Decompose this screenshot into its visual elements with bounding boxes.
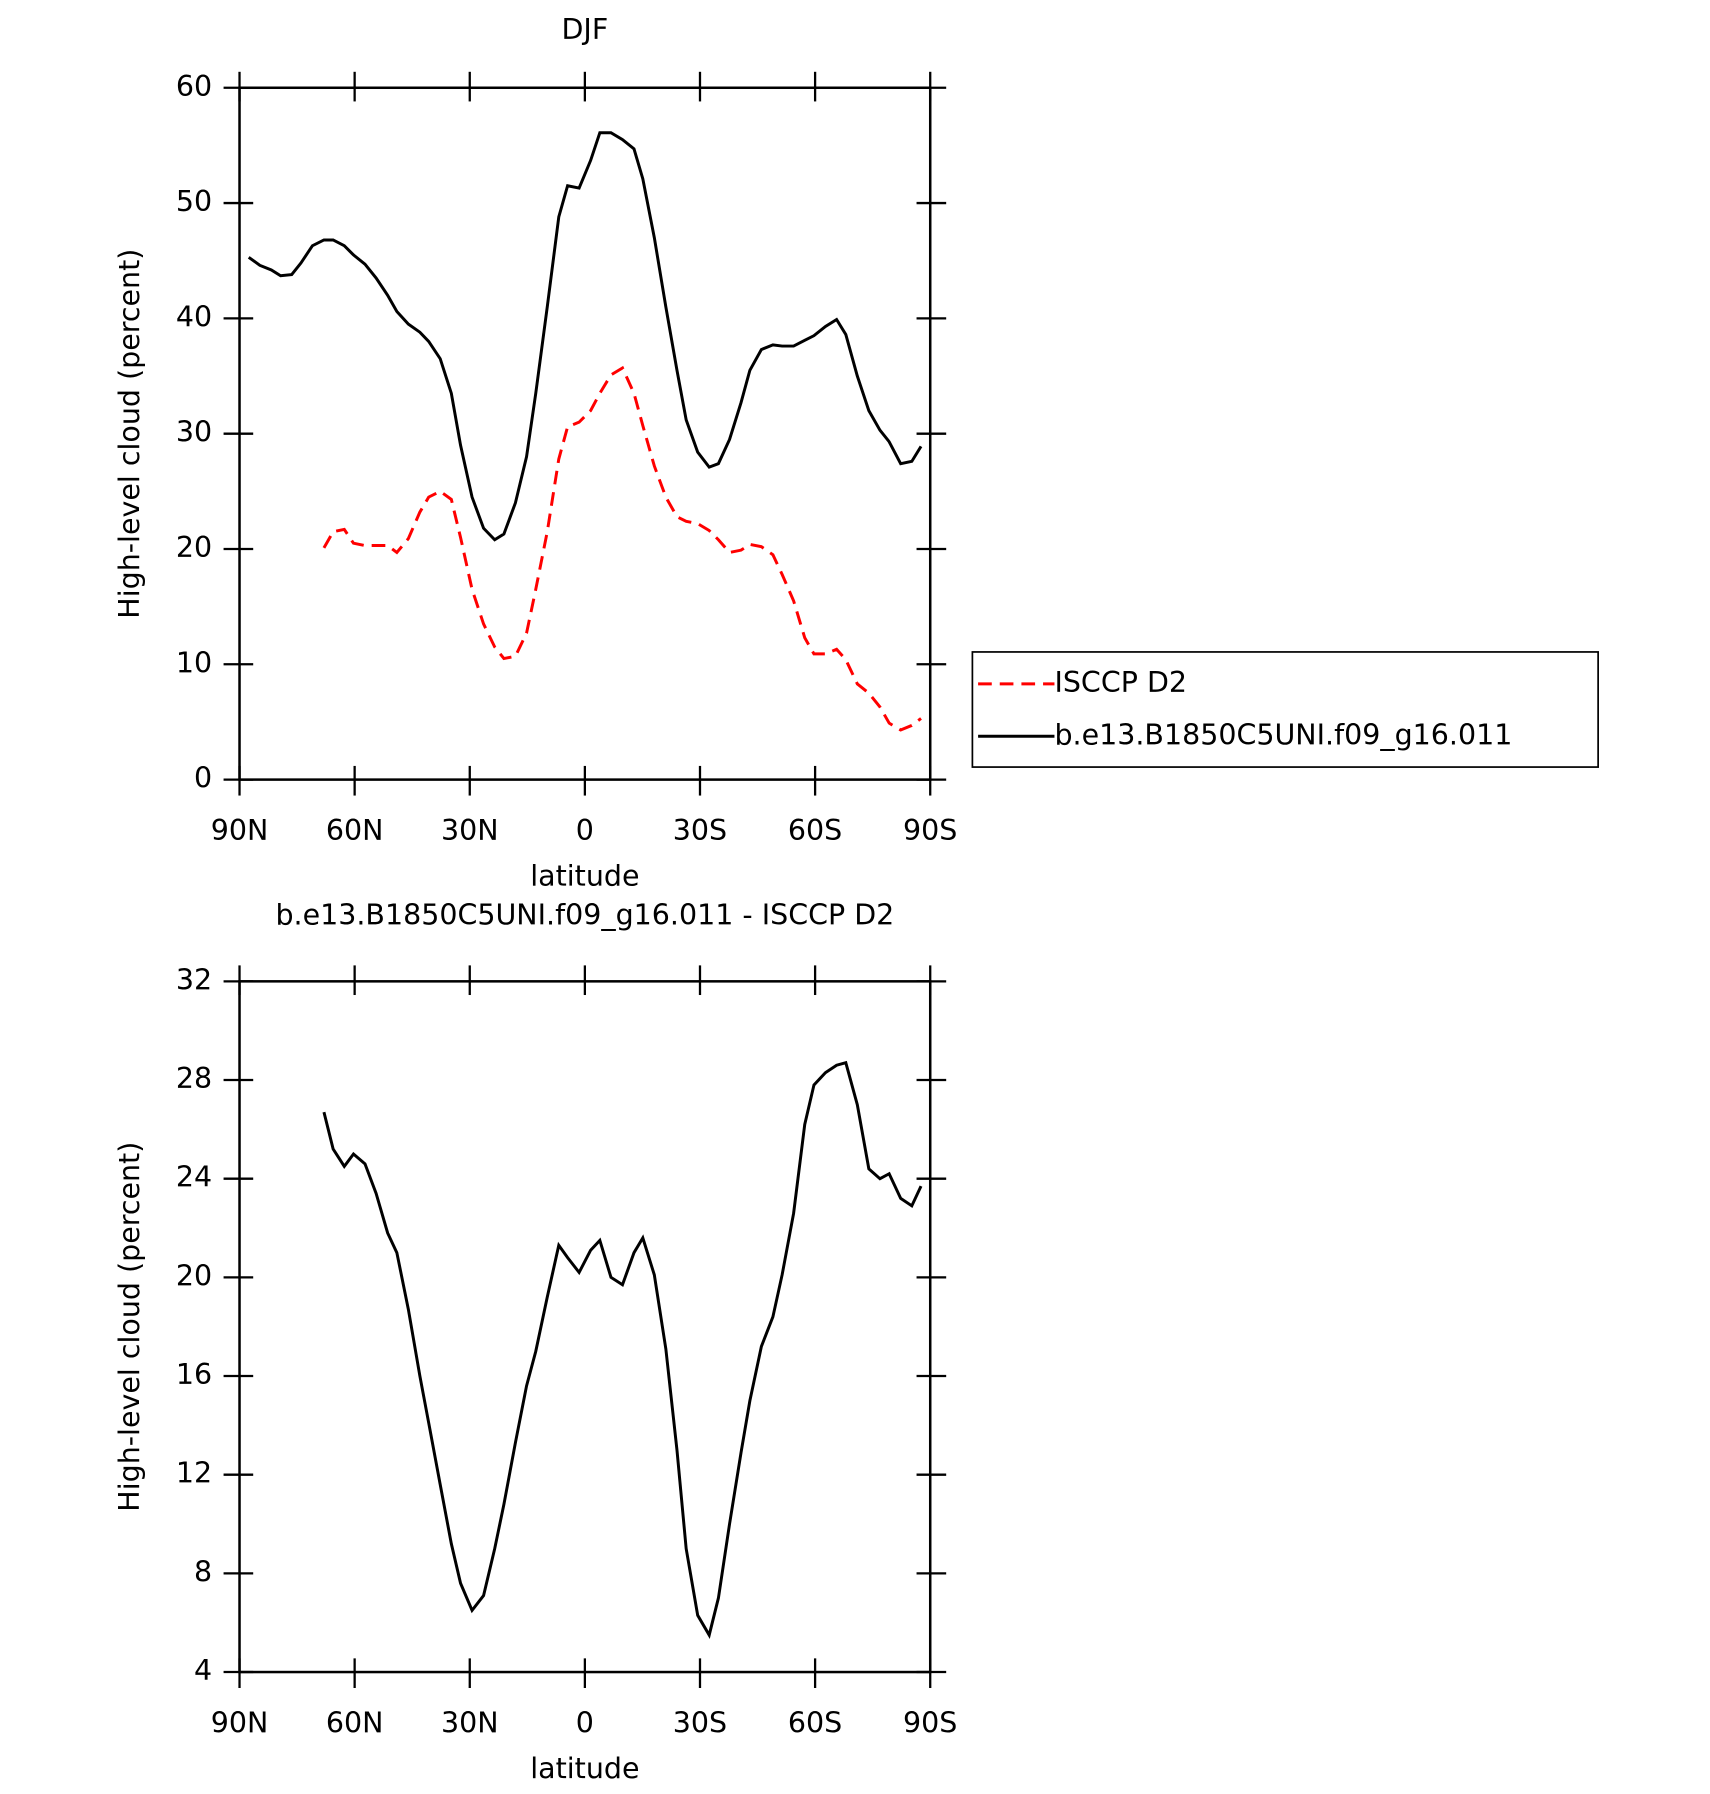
y-tick-label: 16: [176, 1358, 212, 1391]
x-tick-label: 60S: [788, 814, 842, 847]
y-axis-label: High-level cloud (percent): [113, 249, 146, 619]
x-tick-label: 30S: [673, 1706, 727, 1739]
y-tick-label: 30: [176, 416, 212, 449]
x-tick-label: 90N: [211, 814, 269, 847]
legend-box: [971, 651, 1599, 768]
chart-title: DJF: [562, 13, 609, 46]
x-tick-label: 30N: [441, 1706, 499, 1739]
y-tick-label: 50: [176, 185, 212, 218]
y-tick-label: 32: [176, 963, 212, 996]
legend-label: b.e13.B1850C5UNI.f09_g16.011: [1054, 718, 1512, 751]
x-tick-label: 60N: [326, 1706, 384, 1739]
x-axis-label: latitude: [530, 1752, 639, 1785]
plot-frame: [238, 86, 932, 781]
y-tick-label: 20: [176, 531, 212, 564]
y-tick-label: 40: [176, 300, 212, 333]
x-tick-label: 90S: [903, 1706, 957, 1739]
y-tick-label: 60: [176, 70, 212, 103]
y-tick-label: 20: [176, 1259, 212, 1292]
x-tick-label: 0: [576, 1706, 594, 1739]
x-tick-label: 90S: [903, 814, 957, 847]
data-line: [247, 131, 923, 542]
y-axis-label: High-level cloud (percent): [113, 1142, 146, 1512]
data-line: [322, 1060, 923, 1639]
y-tick-label: 4: [194, 1654, 212, 1687]
data-line: [322, 365, 922, 732]
x-tick-label: 60S: [788, 1706, 842, 1739]
x-tick-label: 30N: [441, 814, 499, 847]
x-tick-label: 0: [576, 814, 594, 847]
y-tick-label: 8: [194, 1555, 212, 1588]
x-tick-label: 90N: [211, 1706, 269, 1739]
y-tick-label: 12: [176, 1457, 212, 1490]
legend-label: ISCCP D2: [1054, 666, 1187, 699]
plot-frame: [238, 980, 932, 1674]
x-tick-label: 60N: [326, 814, 384, 847]
x-tick-label: 30S: [673, 814, 727, 847]
y-tick-label: 0: [194, 762, 212, 795]
y-tick-label: 24: [176, 1161, 212, 1194]
y-tick-label: 10: [176, 646, 212, 679]
y-tick-label: 28: [176, 1062, 212, 1095]
x-axis-label: latitude: [530, 860, 639, 893]
chart-title: b.e13.B1850C5UNI.f09_g16.011 - ISCCP D2: [275, 898, 894, 931]
